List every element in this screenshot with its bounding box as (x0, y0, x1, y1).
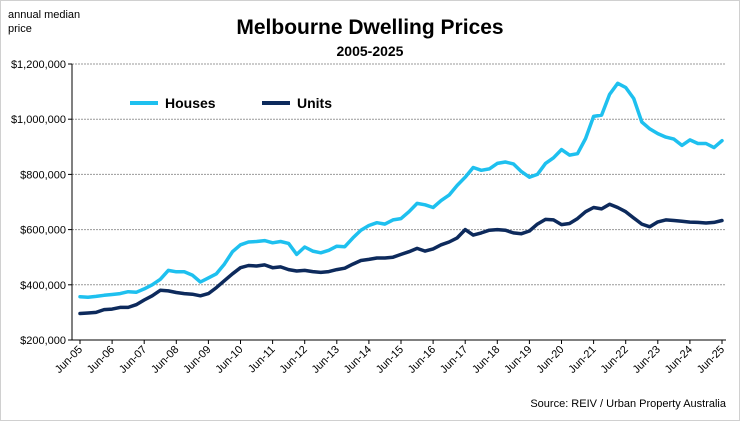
source-note: Source: REIV / Urban Property Australia (530, 398, 726, 410)
x-tick-label: Jun-22 (599, 344, 631, 376)
legend-label-houses: Houses (165, 95, 216, 111)
x-tick-label: Jun-24 (663, 344, 695, 376)
x-tick-label: Jun-11 (246, 344, 278, 376)
chart-subtitle: 2005-2025 (336, 43, 404, 59)
x-tick-label: Jun-07 (117, 344, 149, 376)
y-tick-label: $1,000,000 (11, 114, 66, 126)
x-tick-label: Jun-08 (149, 344, 181, 376)
x-tick-label: Jun-23 (631, 344, 663, 376)
x-tick-label: Jun-20 (534, 344, 566, 376)
x-tick-label: Jun-10 (213, 344, 245, 376)
legend-label-units: Units (297, 95, 332, 111)
x-tick-label: Jun-13 (310, 344, 342, 376)
x-tick-label: Jun-09 (181, 344, 213, 376)
x-tick-label: Jun-05 (53, 344, 85, 376)
y-tick-label: $200,000 (20, 335, 66, 347)
x-tick-label: Jun-06 (85, 344, 117, 376)
chart-title: Melbourne Dwelling Prices (236, 16, 504, 39)
y-tick-label: $400,000 (20, 280, 66, 292)
x-tick-label: Jun-15 (374, 344, 406, 376)
x-tick-label: Jun-16 (406, 344, 438, 376)
series-line-houses (78, 81, 724, 299)
y-tick-label: $600,000 (20, 225, 66, 237)
y-axis-label: annual median price (8, 9, 81, 35)
x-tick-label: Jun-14 (342, 344, 374, 376)
y-tick-label: $1,200,000 (11, 59, 66, 71)
series-line-units (78, 202, 724, 316)
x-tick-label: Jun-18 (470, 344, 502, 376)
x-tick-label: Jun-21 (566, 344, 598, 376)
x-tick-label: Jun-25 (695, 344, 727, 376)
y-tick-label: $800,000 (20, 169, 66, 181)
x-tick-label: Jun-19 (502, 344, 534, 376)
x-tick-label: Jun-12 (278, 344, 310, 376)
x-tick-label: Jun-17 (438, 344, 470, 376)
